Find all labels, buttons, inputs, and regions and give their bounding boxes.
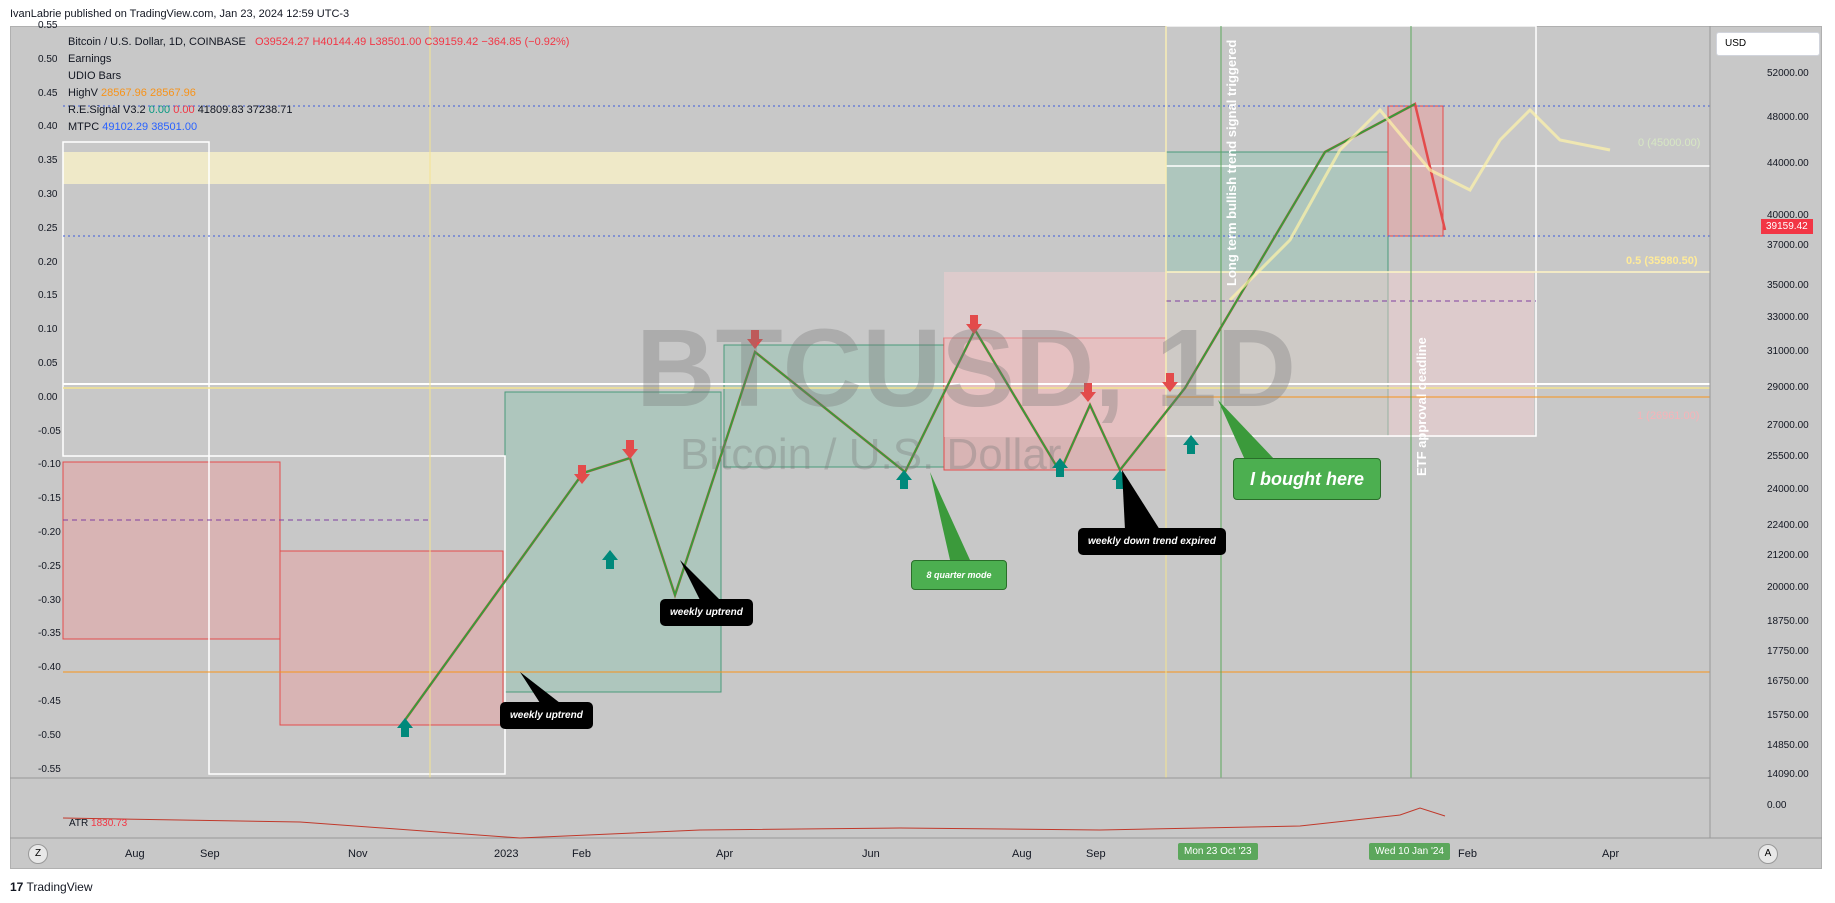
- oscillator-axis-label: 0.55: [38, 20, 58, 31]
- zoom-reset-button[interactable]: Z: [28, 844, 48, 864]
- fib-level-top: 0 (45000.00): [1638, 137, 1701, 149]
- label-long-term-signal: Long term bullish trend signal triggered: [1224, 39, 1239, 286]
- legend-ohlc-close: C39159.42: [424, 36, 479, 48]
- oscillator-axis-label: 0.40: [38, 121, 58, 133]
- time-axis-label: Sep: [200, 848, 220, 860]
- time-axis-label: Aug: [1012, 848, 1032, 860]
- oscillator-axis-label: -0.45: [38, 696, 61, 707]
- oscillator-axis-label: -0.40: [38, 662, 61, 674]
- label-etf-deadline: ETF approval deadline: [1414, 337, 1429, 476]
- time-axis-label: Sep: [1086, 848, 1106, 860]
- current-price-badge: 39159.42: [1761, 219, 1813, 234]
- price-axis-label: 24000.00: [1767, 484, 1809, 495]
- oscillator-axis-label: -0.15: [38, 493, 61, 505]
- price-axis-label: 37000.00: [1767, 240, 1809, 251]
- oscillator-axis-label: -0.05: [38, 425, 61, 437]
- legend-ohlc-high: H40144.49: [312, 36, 367, 48]
- name-watermark: Bitcoin / U.S. Dollar: [680, 430, 1062, 479]
- oscillator-axis-label: 0.20: [38, 256, 58, 268]
- oscillator-axis-label: 0.10: [38, 324, 58, 336]
- brand-footer: 17 TradingView: [10, 880, 93, 894]
- oscillator-axis-label: -0.50: [38, 729, 61, 741]
- price-axis-label: 20000.00: [1767, 582, 1809, 593]
- callout-down-trend-expired[interactable]: weekly down trend expired: [1078, 528, 1226, 555]
- legend-ohlc-low: L38501.00: [369, 36, 422, 48]
- oscillator-axis-label: 0.50: [38, 53, 58, 65]
- oscillator-axis-label: 0.15: [38, 290, 58, 302]
- price-axis-label: 27000.00: [1767, 420, 1809, 431]
- oscillator-axis-label: 0.35: [38, 155, 58, 167]
- legend-main-row: Bitcoin / U.S. Dollar, 1D, COINBASE O395…: [68, 34, 569, 51]
- legend-change: −364.85 (−0.92%): [481, 36, 570, 48]
- fib-level-bottom: 1 (26961.00): [1637, 410, 1700, 422]
- time-axis-label: Aug: [125, 848, 145, 860]
- time-axis-label: 2023: [494, 848, 519, 860]
- price-axis-label: 29000.00: [1767, 382, 1809, 393]
- time-axis-label: Apr: [716, 848, 734, 860]
- price-axis-label: 17750.00: [1767, 646, 1809, 657]
- price-axis-label: 48000.00: [1767, 112, 1809, 123]
- oscillator-axis-label: -0.10: [38, 459, 61, 471]
- legend-ohlc-open: O39524.27: [254, 36, 310, 48]
- price-axis-label: 21200.00: [1767, 550, 1809, 561]
- legend-udio[interactable]: UDIO Bars: [68, 70, 122, 82]
- price-axis-label: 40000.00: [1767, 210, 1809, 221]
- oscillator-axis-label: 0.30: [38, 189, 58, 200]
- callout-weekly-uptrend-1[interactable]: weekly uptrend: [500, 702, 593, 729]
- time-axis-label: Apr: [1602, 848, 1620, 860]
- atr-legend[interactable]: ATR 1830.73: [69, 818, 128, 829]
- price-axis-label: 44000.00: [1767, 158, 1809, 169]
- oscillator-axis-label: 0.25: [38, 222, 58, 234]
- brand-name: TradingView: [26, 880, 93, 894]
- price-axis-label: 25500.00: [1767, 451, 1809, 462]
- legend-earnings[interactable]: Earnings: [68, 53, 112, 65]
- time-badge-jan: Wed 10 Jan '24: [1369, 843, 1450, 860]
- price-axis-label: 52000.00: [1767, 68, 1809, 79]
- publish-header: IvanLabrie published on TradingView.com,…: [0, 0, 1835, 26]
- legend-mtpc[interactable]: MTPC 49102.29 38501.00: [68, 121, 198, 133]
- callout-quarter-mode[interactable]: 8 quarter mode: [911, 560, 1007, 590]
- oscillator-axis-label: 0.05: [38, 358, 58, 369]
- time-axis-label: Nov: [348, 848, 368, 860]
- legend-highv[interactable]: HighV 28567.96 28567.96: [68, 87, 196, 99]
- callout-weekly-uptrend-2[interactable]: weekly uptrend: [660, 599, 753, 626]
- oscillator-axis-label: 0.45: [38, 87, 58, 99]
- auto-scale-button[interactable]: A: [1758, 844, 1778, 864]
- price-axis-label: 15750.00: [1767, 710, 1809, 721]
- legend-resignal[interactable]: R.E.Signal V3.2 0.00 0.00 41809.83 37238…: [68, 104, 293, 116]
- price-axis-label: 0.00: [1767, 800, 1787, 811]
- tradingview-logo-icon: 17: [10, 880, 24, 894]
- oscillator-axis-label: 0.00: [38, 391, 58, 403]
- price-axis-label: 18750.00: [1767, 616, 1809, 627]
- oscillator-axis-label: -0.35: [38, 628, 61, 640]
- time-axis-label: Jun: [862, 848, 880, 860]
- oscillator-axis-label: -0.55: [38, 763, 61, 775]
- price-axis-label: 33000.00: [1767, 312, 1809, 323]
- oscillator-axis-label: -0.25: [38, 560, 61, 572]
- currency-selector[interactable]: USD: [1716, 32, 1820, 56]
- price-axis-label: 35000.00: [1767, 280, 1809, 291]
- publish-text: IvanLabrie published on TradingView.com,…: [10, 8, 350, 20]
- price-axis-label: 14850.00: [1767, 740, 1809, 751]
- price-axis-label: 22400.00: [1767, 520, 1809, 531]
- time-badge-oct: Mon 23 Oct '23: [1178, 843, 1258, 860]
- fib-level-mid: 0.5 (35980.50): [1626, 255, 1698, 267]
- price-axis-label: 14090.00: [1767, 769, 1809, 780]
- time-axis-label: Feb: [572, 848, 591, 860]
- symbol-watermark: BTCUSD, 1D: [636, 307, 1297, 430]
- price-axis-label: 16750.00: [1767, 676, 1809, 687]
- legend-title: Bitcoin / U.S. Dollar, 1D, COINBASE: [68, 36, 246, 48]
- oscillator-axis-label: -0.30: [38, 594, 61, 606]
- callout-bought-here[interactable]: I bought here: [1233, 458, 1381, 500]
- time-axis-label: Feb: [1458, 848, 1477, 860]
- price-axis-label: 31000.00: [1767, 346, 1809, 357]
- oscillator-axis-label: -0.20: [38, 527, 61, 538]
- chart-legend[interactable]: Bitcoin / U.S. Dollar, 1D, COINBASE O395…: [68, 34, 569, 136]
